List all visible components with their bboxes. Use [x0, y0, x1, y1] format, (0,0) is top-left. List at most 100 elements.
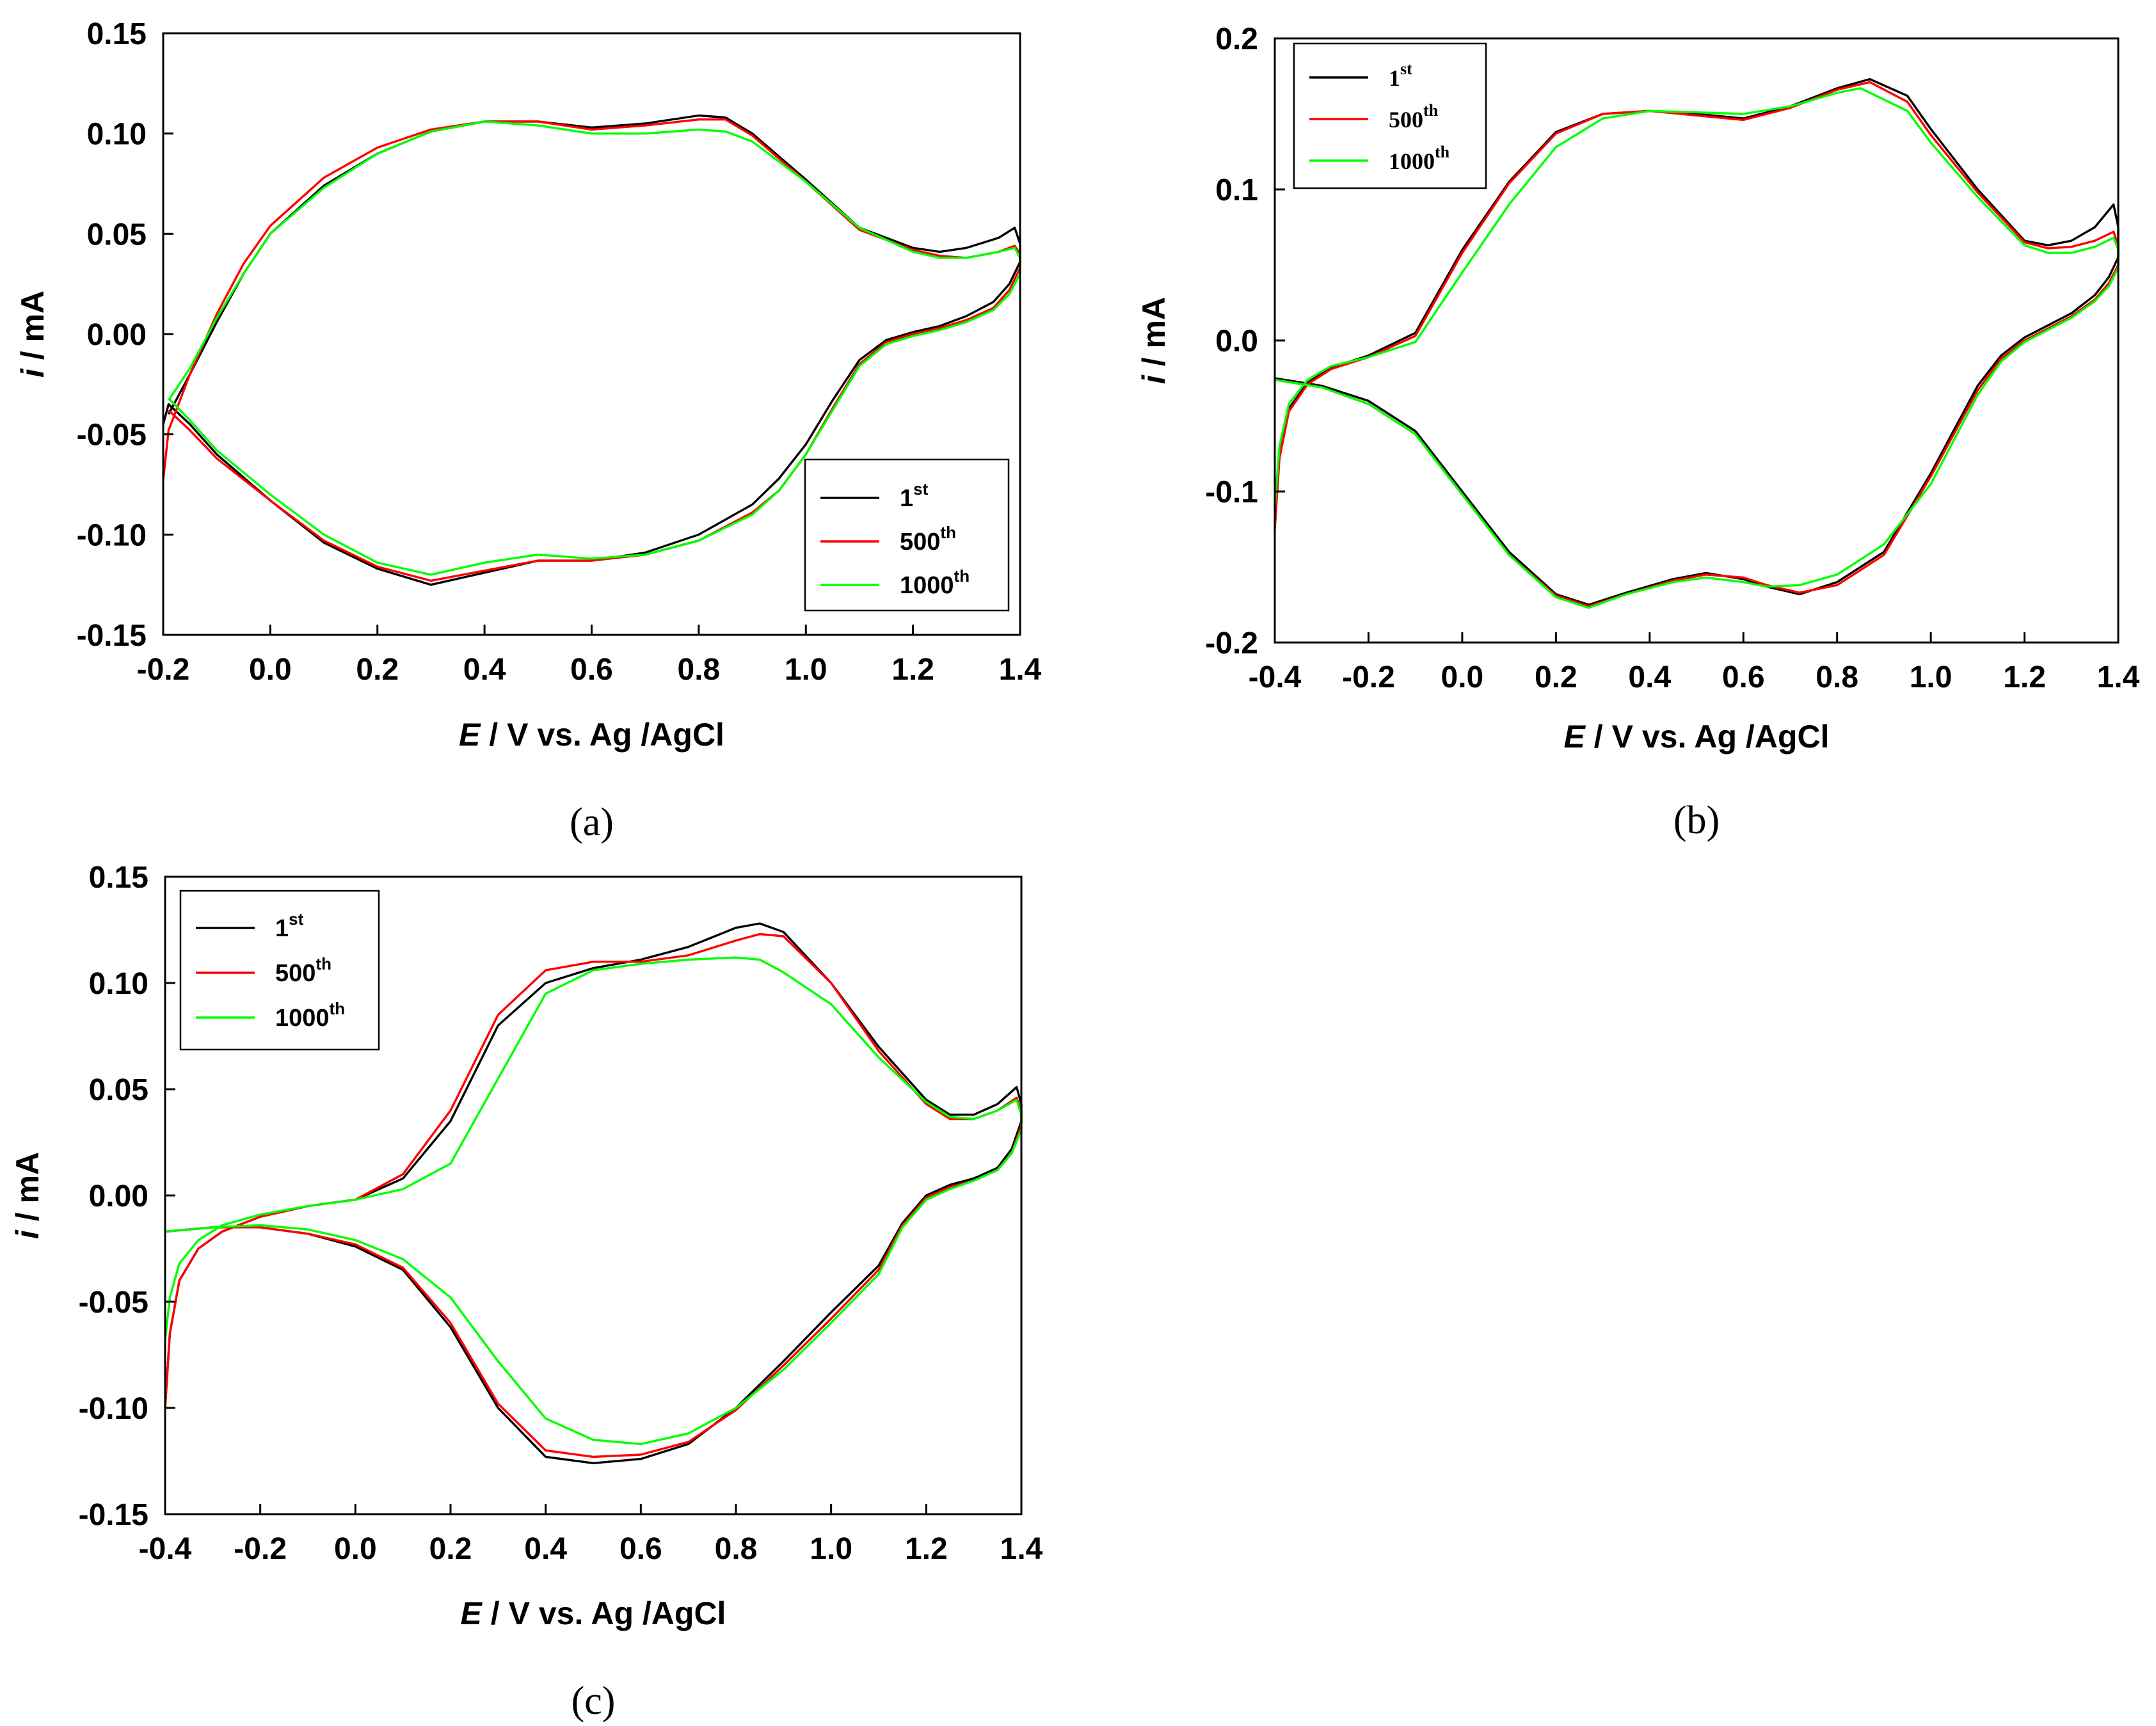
- x-tick-label: 0.2: [356, 653, 399, 687]
- x-tick-label: -0.4: [1249, 660, 1302, 694]
- x-tick-label: 0.8: [715, 1532, 758, 1566]
- x-tick-label: 1.4: [999, 653, 1042, 687]
- x-tick-label: 0.8: [1816, 660, 1858, 694]
- y-tick-label: 0.00: [87, 318, 147, 352]
- x-tick-label: 0.4: [524, 1532, 567, 1566]
- x-tick-label: 0.0: [334, 1532, 377, 1566]
- legend-label-base: 500: [1389, 107, 1423, 132]
- legend-label-base: 1: [275, 915, 289, 942]
- x-axis-title-unit: / V vs. Ag /AgCl: [480, 717, 724, 753]
- legend-label-superscript: th: [1423, 101, 1439, 120]
- legend-label-1000th: 1000th: [900, 566, 970, 599]
- x-axis-title-unit: / V vs. Ag /AgCl: [1585, 719, 1830, 755]
- y-tick-label: 0.15: [87, 17, 147, 51]
- legend-label-superscript: th: [954, 566, 970, 586]
- legend-label-base: 500: [900, 529, 940, 555]
- panel-c: -0.4 -0.2 0.0 0.2 0.4 0.6 0.8 1.0 1.2 1.4 -0.15 -0.…: [10, 861, 1043, 1723]
- legend-label-superscript: th: [330, 999, 346, 1018]
- legend-label-superscript: th: [1435, 143, 1450, 161]
- x-tick-label: 1.4: [1000, 1532, 1043, 1566]
- legend-label-500th: 500th: [1389, 101, 1439, 132]
- x-tick-label: -0.2: [1342, 660, 1395, 694]
- series-line-1st: [164, 922, 1023, 1464]
- x-axis-title: E / V vs. Ag /AgCl: [461, 1595, 726, 1631]
- legend-box: [179, 890, 380, 1051]
- legend-label-1st: 1st: [1389, 60, 1412, 91]
- x-tick-label: 0.4: [463, 653, 506, 687]
- x-tick-label: 1.0: [810, 1532, 852, 1566]
- y-axis-title-unit: / mA: [1136, 297, 1172, 375]
- y-tick-label: 0.10: [89, 967, 148, 1001]
- y-tick-label: -0.10: [77, 518, 147, 552]
- y-tick-label: 0.0: [1215, 324, 1258, 358]
- y-axis-title-variable: i: [1136, 374, 1172, 384]
- y-axis-title: i / mA: [10, 1152, 45, 1239]
- x-tick-label: 1.0: [1910, 660, 1952, 694]
- legend-label-base: 1000: [1389, 148, 1435, 174]
- legend-label-base: 1: [900, 485, 913, 512]
- x-tick-label: 0.2: [429, 1532, 472, 1566]
- x-tick-label: -0.4: [139, 1532, 192, 1566]
- x-tick-label: 1.2: [2003, 660, 2046, 694]
- legend: 1st 500th 1000th: [179, 890, 380, 1051]
- legend-label-base: 1000: [900, 572, 954, 599]
- legend-label-superscript: th: [315, 954, 331, 973]
- x-tick-label: 1.2: [891, 653, 934, 687]
- y-tick-label: 0.05: [89, 1073, 148, 1107]
- panel-a: -0.2 0.0 0.2 0.4 0.6 0.8 1.0 1.2 1.4 -0.15 -0.10 -0…: [15, 17, 1042, 844]
- x-tick-label: 1.0: [785, 653, 827, 687]
- y-tick-label: -0.2: [1205, 627, 1258, 660]
- legend-label-superscript: st: [289, 909, 303, 929]
- x-tick-label: 0.6: [619, 1532, 662, 1566]
- x-tick-label: 1.2: [905, 1532, 948, 1566]
- legend-label-base: 1: [1389, 65, 1400, 91]
- legend-label-1st: 1st: [900, 479, 929, 512]
- x-axis-title-variable: E: [461, 1595, 483, 1631]
- x-tick-label: 0.8: [678, 653, 721, 687]
- y-tick-label: -0.15: [79, 1498, 148, 1532]
- y-tick-label: 0.15: [89, 861, 148, 895]
- x-axis-title: E / V vs. Ag /AgCl: [459, 717, 724, 753]
- y-tick-label: -0.05: [79, 1286, 148, 1320]
- series-line-500th: [164, 932, 1023, 1458]
- legend-label-superscript: th: [940, 523, 956, 542]
- x-axis-title: E / V vs. Ag /AgCl: [1564, 719, 1830, 755]
- y-axis-title-unit: / mA: [15, 291, 51, 369]
- series-line-1000th: [164, 956, 1023, 1446]
- y-tick-label: -0.15: [77, 619, 147, 653]
- x-axis-title-variable: E: [459, 717, 481, 753]
- legend-label-superscript: st: [913, 479, 928, 499]
- y-tick-label: -0.05: [77, 419, 147, 452]
- x-axis-title-unit: / V vs. Ag /AgCl: [482, 1595, 726, 1631]
- panel-label: (a): [570, 801, 614, 844]
- legend-label-1000th: 1000th: [1389, 143, 1450, 174]
- x-tick-label: -0.2: [137, 653, 190, 687]
- panel-label: (c): [571, 1679, 616, 1723]
- x-tick-label: -0.2: [234, 1532, 287, 1566]
- y-tick-label: 0.2: [1215, 22, 1258, 56]
- legend-box: [1293, 42, 1487, 189]
- y-axis-title-variable: i: [10, 1229, 45, 1239]
- x-tick-label: 0.4: [1628, 660, 1671, 694]
- legend-label-500th: 500th: [900, 523, 956, 555]
- x-axis-title-variable: E: [1564, 719, 1586, 755]
- y-tick-label: 0.1: [1215, 173, 1258, 207]
- panel-b: -0.4 -0.2 0.0 0.2 0.4 0.6 0.8 1.0 1.2 1.4-0.2-0.1…: [1136, 22, 2140, 842]
- x-tick-label: 1.4: [2097, 660, 2140, 694]
- legend-label-superscript: st: [1400, 60, 1412, 78]
- x-tick-label: 0.6: [1722, 660, 1765, 694]
- y-tick-label: -0.1: [1205, 475, 1258, 509]
- y-tick-label: 0.10: [87, 118, 147, 152]
- y-axis-title: i / mA: [15, 291, 51, 378]
- legend-label-1000th: 1000th: [275, 999, 345, 1032]
- y-axis-title-variable: i: [15, 368, 51, 378]
- panel-label: (b): [1673, 799, 1720, 842]
- x-tick-label: 0.2: [1535, 660, 1577, 694]
- legend-label-1st: 1st: [275, 909, 304, 942]
- x-tick-label: 0.0: [249, 653, 292, 687]
- y-tick-label: 0.00: [89, 1179, 148, 1213]
- legend-label-500th: 500th: [275, 954, 331, 987]
